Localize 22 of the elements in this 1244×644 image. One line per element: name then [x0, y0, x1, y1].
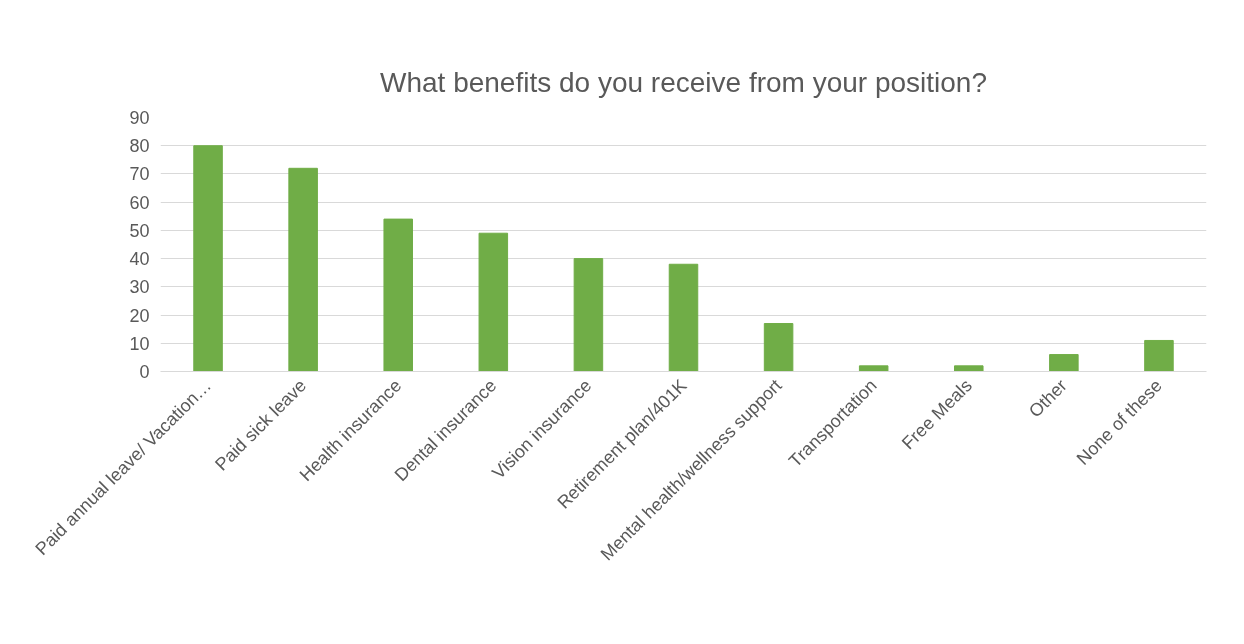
bar	[1144, 339, 1174, 372]
y-tick-label: 60	[129, 192, 150, 213]
y-tick-label: 0	[139, 362, 150, 382]
y-tick-label: 30	[129, 277, 150, 298]
bar	[1049, 354, 1079, 372]
bar	[954, 365, 984, 372]
bar	[383, 218, 413, 372]
bar	[288, 167, 318, 372]
bar	[193, 145, 223, 372]
y-tick-label: 40	[129, 249, 150, 270]
bar	[858, 365, 889, 372]
y-tick-label: 80	[129, 136, 150, 157]
bar	[763, 323, 794, 372]
bar	[668, 263, 699, 372]
y-tick-label: 50	[129, 220, 150, 241]
bar	[573, 258, 604, 372]
y-tick-label: 10	[129, 333, 150, 354]
bar	[478, 232, 509, 372]
chart-title: What benefits do you receive from your position?	[380, 66, 987, 98]
y-tick-label: 90	[129, 108, 150, 128]
y-tick-label: 70	[129, 164, 150, 185]
y-tick-label: 20	[129, 305, 150, 326]
